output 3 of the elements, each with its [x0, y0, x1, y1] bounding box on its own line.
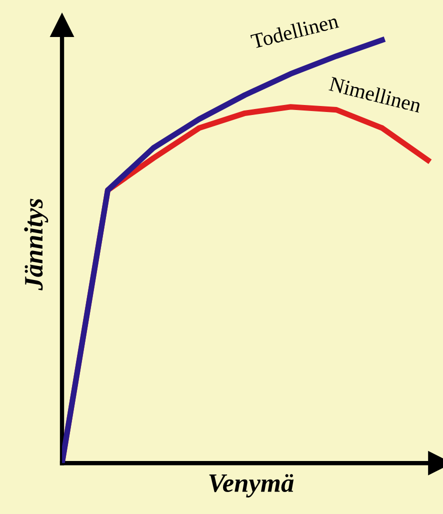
x-axis-title: Venymä	[209, 474, 294, 498]
y-axis-title: Jännitys	[24, 198, 48, 290]
text: Todellinen	[250, 13, 340, 49]
